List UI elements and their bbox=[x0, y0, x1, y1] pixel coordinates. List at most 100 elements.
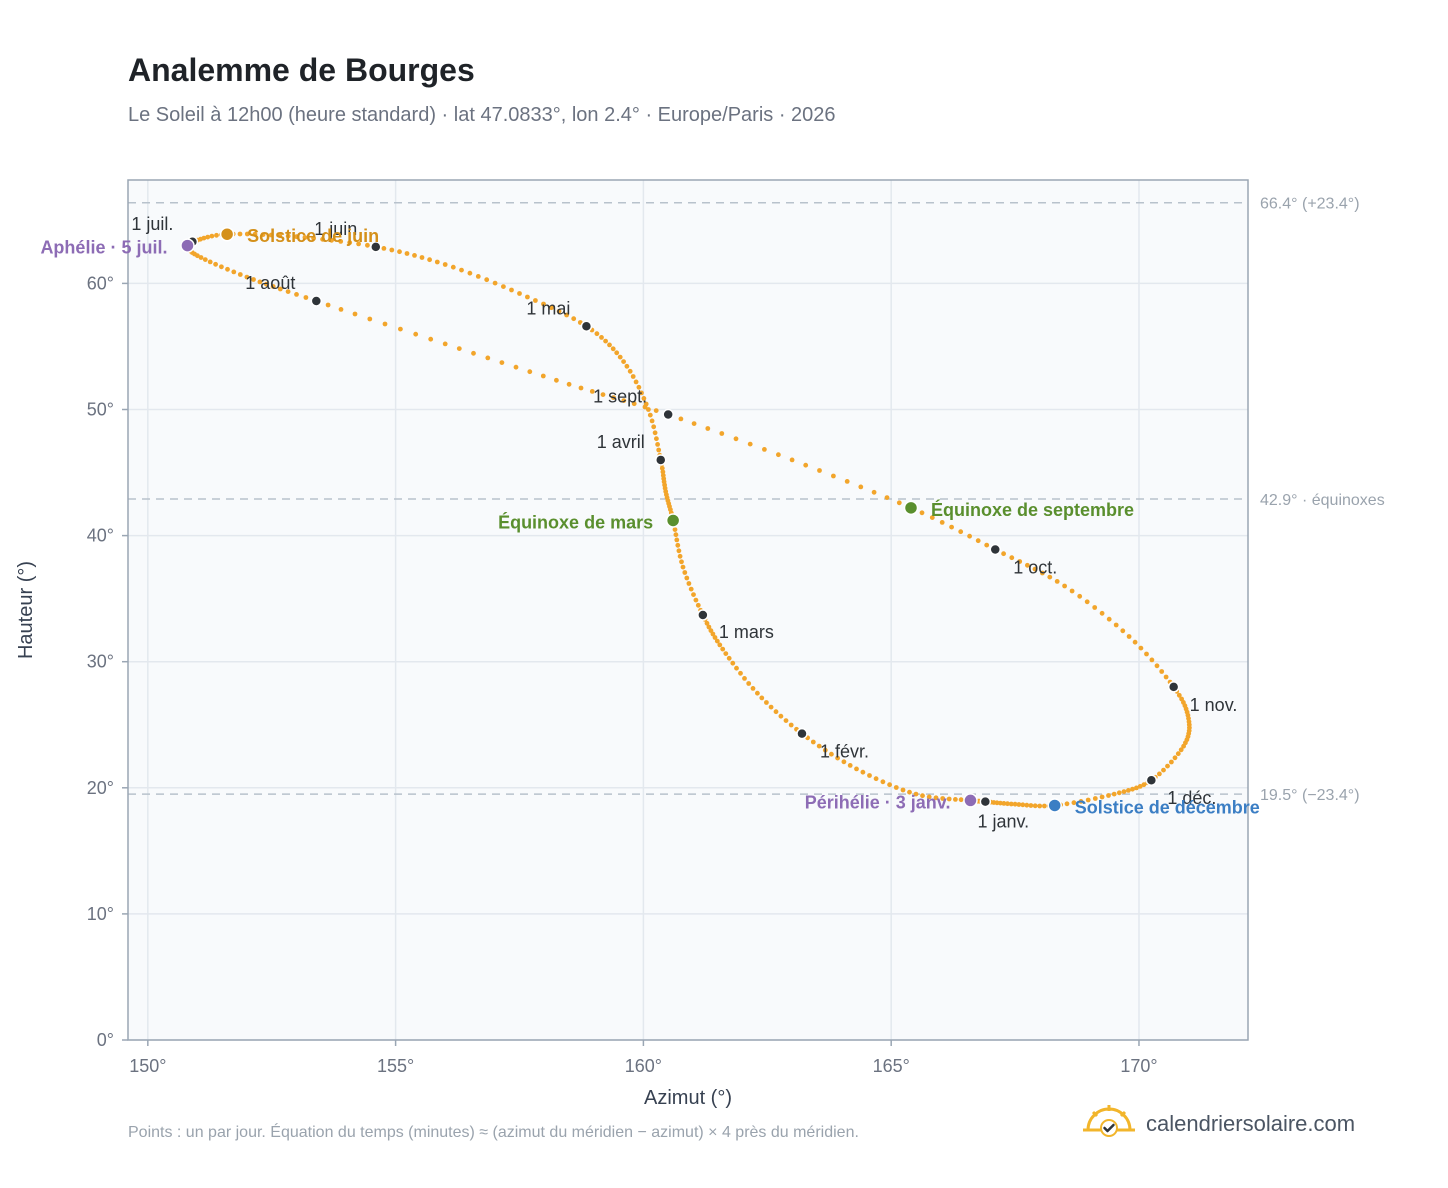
daily-sun-point bbox=[302, 235, 308, 240]
daily-sun-point bbox=[949, 524, 954, 530]
reference-line-label: 42.9° · équinoxes bbox=[1260, 492, 1385, 509]
daily-sun-point bbox=[554, 377, 559, 383]
daily-sun-point bbox=[624, 363, 630, 369]
daily-sun-point bbox=[1175, 751, 1181, 757]
daily-sun-point bbox=[913, 791, 919, 797]
daily-sun-point bbox=[270, 284, 276, 289]
daily-sun-point bbox=[926, 794, 932, 800]
daily-sun-point bbox=[684, 575, 690, 581]
daily-sun-point bbox=[675, 542, 681, 548]
daily-sun-point bbox=[841, 759, 847, 765]
daily-sun-point bbox=[835, 755, 840, 761]
daily-sun-point bbox=[260, 232, 266, 238]
daily-sun-point bbox=[1069, 588, 1075, 594]
x-tick-label: 155° bbox=[377, 1056, 414, 1076]
month-marker-label: 1 févr. bbox=[820, 742, 869, 762]
daily-sun-point bbox=[1159, 669, 1165, 674]
daily-sun-point bbox=[1134, 785, 1139, 791]
daily-sun-point bbox=[244, 231, 250, 237]
daily-sun-point bbox=[347, 240, 353, 246]
daily-sun-point bbox=[1172, 755, 1178, 761]
daily-sun-point bbox=[237, 231, 243, 237]
daily-sun-point bbox=[844, 479, 850, 484]
daily-sun-point bbox=[1028, 803, 1034, 808]
daily-sun-point bbox=[617, 354, 623, 360]
y-tick-label: 10° bbox=[87, 904, 114, 924]
daily-sun-point bbox=[356, 241, 361, 247]
daily-sun-point bbox=[920, 793, 925, 799]
month-marker-label: 1 janv. bbox=[977, 812, 1029, 832]
daily-sun-point bbox=[1092, 796, 1098, 801]
daily-sun-point bbox=[419, 255, 425, 260]
daily-sun-point bbox=[1005, 801, 1010, 807]
daily-sun-point bbox=[434, 259, 440, 265]
daily-sun-point bbox=[627, 368, 633, 374]
daily-sun-point bbox=[1116, 790, 1122, 796]
daily-sun-point bbox=[382, 321, 388, 327]
y-tick-label: 30° bbox=[87, 652, 114, 672]
daily-sun-point bbox=[412, 253, 417, 258]
daily-sun-point bbox=[285, 289, 291, 294]
chart-title: Analemme de Bourges bbox=[128, 52, 475, 88]
y-tick-label: 40° bbox=[87, 526, 114, 546]
event-marker bbox=[963, 793, 978, 808]
daily-sun-point bbox=[704, 620, 710, 626]
daily-sun-point bbox=[603, 338, 608, 344]
daily-sun-point bbox=[1157, 771, 1162, 777]
daily-sun-point bbox=[933, 795, 939, 801]
daily-sun-point bbox=[1077, 593, 1083, 599]
chart-subtitle: Le Soleil à 12h00 (heure standard) · lat… bbox=[128, 104, 836, 126]
reference-lines: 66.4° (+23.4°) 42.9° · équinoxes 19.5° (−2… bbox=[128, 196, 1385, 804]
month-marker bbox=[796, 727, 808, 740]
daily-sun-point bbox=[693, 597, 699, 603]
daily-sun-point bbox=[738, 670, 743, 676]
daily-sun-point bbox=[209, 233, 215, 239]
daily-sun-point bbox=[672, 527, 678, 532]
event-markers: Solstice de juin Solstice de décembre Équi… bbox=[40, 226, 1259, 817]
daily-sun-point bbox=[207, 259, 213, 265]
daily-sun-point bbox=[636, 384, 642, 390]
daily-sun-point bbox=[655, 442, 660, 447]
daily-sun-point bbox=[541, 301, 546, 307]
daily-sun-point bbox=[237, 272, 243, 277]
daily-sun-point bbox=[1054, 579, 1060, 584]
daily-sun-point bbox=[630, 374, 636, 379]
daily-sun-point bbox=[641, 396, 647, 401]
daily-sun-point bbox=[746, 681, 752, 686]
daily-sun-point bbox=[1121, 789, 1127, 794]
daily-sun-point bbox=[714, 638, 720, 644]
daily-sun-point bbox=[691, 421, 697, 426]
daily-sun-point bbox=[730, 660, 736, 666]
daily-sun-point bbox=[958, 797, 964, 803]
daily-sun-point bbox=[329, 237, 334, 243]
daily-sun-point bbox=[1078, 799, 1084, 804]
month-markers: 1 janv. 1 févr. 1 mars 1 avril 1 mai 1 juin 1 … bbox=[131, 214, 1237, 832]
daily-sun-point bbox=[533, 298, 538, 303]
daily-sun-point bbox=[268, 232, 274, 238]
daily-sun-point bbox=[816, 743, 822, 749]
daily-sun-point bbox=[1113, 622, 1119, 628]
daily-sun-point bbox=[1176, 692, 1182, 698]
event-label: Périhélie · 3 janv. bbox=[805, 792, 951, 812]
daily-sun-point bbox=[556, 308, 562, 314]
daily-sun-point bbox=[1154, 663, 1160, 669]
daily-sun-point bbox=[860, 769, 866, 775]
daily-sun-point bbox=[773, 709, 779, 715]
daily-sun-point bbox=[578, 385, 584, 391]
daily-sun-point bbox=[717, 642, 723, 648]
daily-sun-point bbox=[887, 782, 892, 788]
daily-sun-point bbox=[1144, 651, 1149, 657]
month-marker-label: 1 juin bbox=[314, 219, 357, 239]
daily-sun-point bbox=[677, 553, 683, 559]
daily-sun-point bbox=[1085, 797, 1091, 803]
daily-sun-point bbox=[847, 763, 853, 768]
daily-sun-point bbox=[365, 242, 370, 248]
brand-logo[interactable]: calendriersolaire.com bbox=[1082, 1104, 1355, 1143]
brand-name[interactable]: calendriersolaire.com bbox=[1146, 1110, 1356, 1136]
daily-sun-point bbox=[540, 373, 546, 379]
daily-sun-point bbox=[352, 311, 358, 317]
analemma-curve bbox=[184, 231, 1192, 809]
daily-sun-point bbox=[338, 239, 344, 244]
daily-sun-point bbox=[501, 284, 506, 289]
